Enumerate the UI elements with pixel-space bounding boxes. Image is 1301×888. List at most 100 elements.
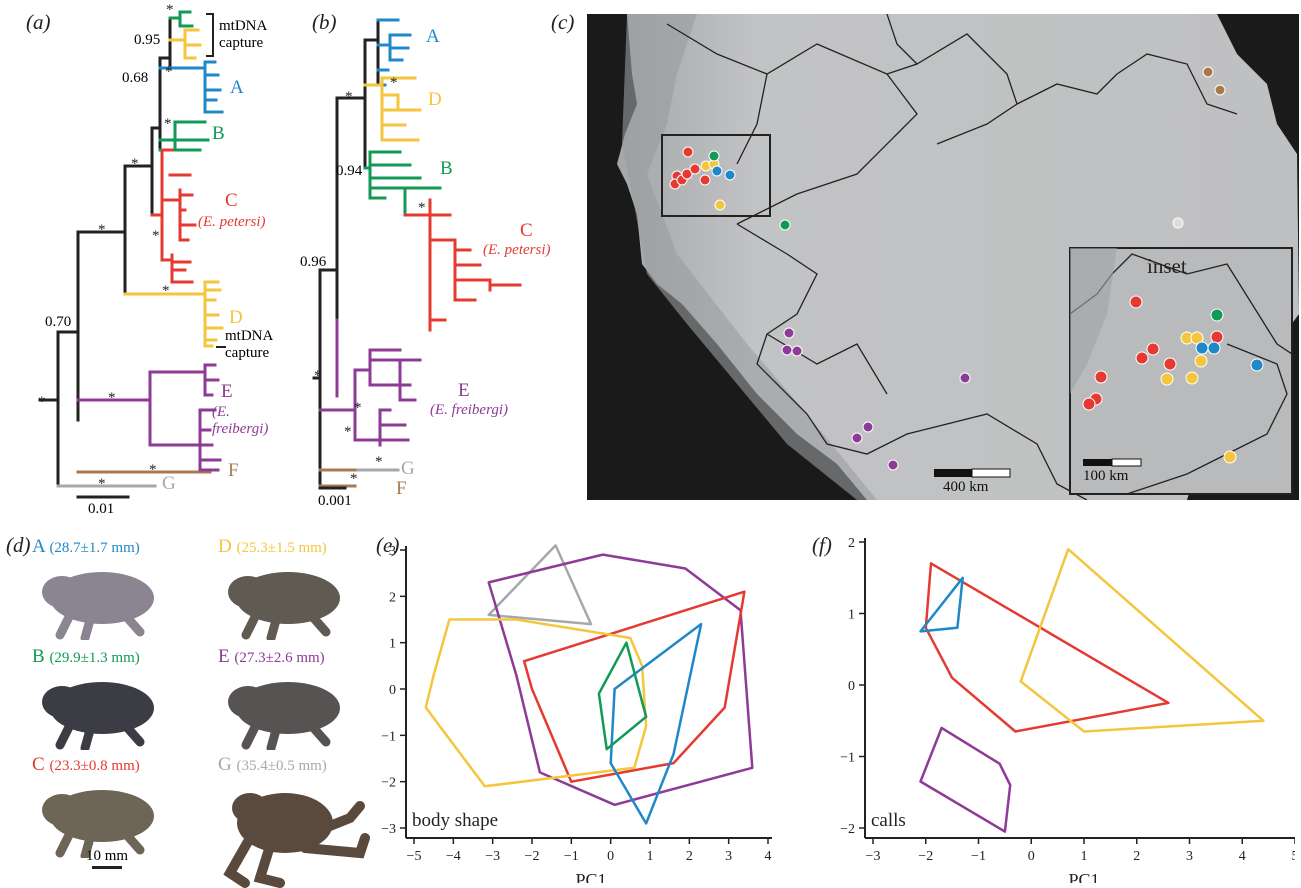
y-tick-label: 1 (848, 608, 855, 623)
support-star: * (354, 400, 362, 416)
support-value: 0.96 (300, 254, 327, 270)
phylogeny-tree-a: * * * * * * * * * * * (38, 2, 226, 499)
range-map: inset 400 km 100 km (587, 14, 1299, 500)
support-star: * (98, 476, 106, 492)
clade-label-c: C (520, 220, 533, 241)
frog-photo (228, 682, 340, 750)
frog-caption: B (29.9±1.3 mm) (32, 646, 140, 668)
frog-photo (228, 572, 340, 640)
support-value: 0.95 (134, 32, 161, 48)
hull-c (522, 590, 746, 783)
x-tick-label: 4 (765, 849, 772, 864)
y-tick-label: −1 (381, 729, 396, 744)
y-tick-label: 0 (848, 679, 855, 694)
clade-species-e: (E. freibergi) (212, 404, 269, 437)
x-tick-label: 5 (1292, 849, 1296, 864)
frog-size: (35.4±0.5 mm) (236, 758, 327, 774)
x-tick-label: 1 (1081, 849, 1088, 864)
support-value: 0.68 (122, 70, 149, 86)
capture-text: capture (225, 345, 270, 361)
hull-d (424, 618, 648, 788)
y-tick-label: −2 (381, 776, 396, 791)
clade-label-a: A (426, 26, 440, 47)
hull-e (487, 553, 754, 807)
phylogeny-tree-b: * * * * * * * * (312, 18, 522, 490)
support-star: * (314, 368, 322, 384)
frog-size: (27.3±2.6 mm) (234, 650, 325, 666)
hull-a (919, 576, 964, 633)
scale-bar-label: 0.01 (88, 501, 115, 517)
support-star: * (164, 116, 172, 132)
clade-label-g: G (162, 473, 176, 494)
clade-species-c: (E. petersi) (483, 242, 551, 258)
x-tick-label: 2 (1133, 849, 1140, 864)
x-tick-label: 0 (1028, 849, 1035, 864)
x-tick-label: −4 (446, 849, 461, 864)
frog-photo (42, 790, 154, 858)
mtdna-capture-label-top: mtDNA capture (219, 18, 267, 52)
body-shape-chart: −5 −4 −3 −2 −1 0 1 2 3 4 −3 −2 −1 0 1 2 3 PC1 PC2 body shap… (368, 544, 772, 883)
frog-scale-label: 10 mm (86, 848, 129, 864)
x-tick-label: −3 (866, 849, 881, 864)
support-star: * (418, 200, 426, 216)
y-tick-label: 2 (389, 590, 396, 605)
support-star: * (344, 424, 352, 440)
capture-text: capture (219, 35, 264, 51)
x-tick-label: 2 (686, 849, 693, 864)
mtdna-text: mtDNA (219, 18, 268, 34)
support-star: * (375, 454, 383, 470)
x-tick-label: −5 (407, 849, 422, 864)
support-value: 0.94 (336, 163, 363, 179)
support-star: * (345, 89, 353, 105)
inset-label: inset (1147, 254, 1187, 278)
panel-label-e: (e) (376, 533, 400, 557)
y-tick-label: 2 (848, 536, 855, 551)
mtdna-text: mtDNA (225, 328, 274, 344)
y-tick-label: 1 (389, 637, 396, 652)
chart-title: calls (871, 810, 906, 831)
y-axis-label: PC2 (368, 673, 372, 704)
y-tick-label: 3 (389, 544, 396, 559)
x-tick-label: 1 (647, 849, 654, 864)
andes-relief (622, 14, 877, 500)
map-svg (617, 14, 1299, 500)
clade-label-c: C (225, 190, 238, 211)
clade-label-d: D (428, 89, 442, 110)
y-tick-label: −3 (381, 822, 396, 837)
support-value: 0.70 (45, 314, 72, 330)
support-star: * (166, 2, 174, 18)
x-axis-label: PC1 (1068, 870, 1099, 883)
frog-caption: A (28.7±1.7 mm) (32, 536, 140, 558)
frog-size: (29.9±1.3 mm) (49, 650, 140, 666)
x-axis-label: PC1 (575, 870, 606, 883)
y-tick-label: 0 (389, 683, 396, 698)
y-tick-label: −1 (840, 751, 855, 766)
support-star: * (165, 64, 173, 80)
x-tick-label: 0 (607, 849, 614, 864)
x-tick-label: 4 (1239, 849, 1246, 864)
x-tick-label: 3 (1186, 849, 1193, 864)
x-tick-label: −2 (918, 849, 933, 864)
scale-main-label: 400 km (943, 479, 989, 495)
support-star: * (98, 222, 106, 238)
frog-clade: A (32, 536, 50, 557)
clade-label-g: G (401, 458, 415, 479)
frog-clade: E (218, 646, 235, 667)
frog-size: (25.3±1.5 mm) (236, 540, 327, 556)
frog-photo (42, 572, 154, 640)
frog-caption: D (25.3±1.5 mm) (218, 536, 327, 558)
panel-a: (a) * (0, 0, 290, 517)
chart-title: body shape (412, 810, 498, 831)
clade-label-e: E (458, 380, 470, 401)
frog-photo (42, 682, 154, 750)
x-tick-label: −3 (485, 849, 500, 864)
support-star: * (108, 390, 116, 406)
frog-caption: G (35.4±0.5 mm) (218, 754, 327, 776)
support-star: * (390, 75, 398, 91)
panel-label-f: (f) (812, 533, 832, 557)
panel-label-b: (b) (312, 10, 337, 34)
clade-label-f: F (396, 478, 407, 499)
mtdna-capture-label-d: mtDNA capture (225, 328, 273, 362)
hull-e (919, 726, 1012, 833)
clade-label-f: F (228, 460, 239, 481)
